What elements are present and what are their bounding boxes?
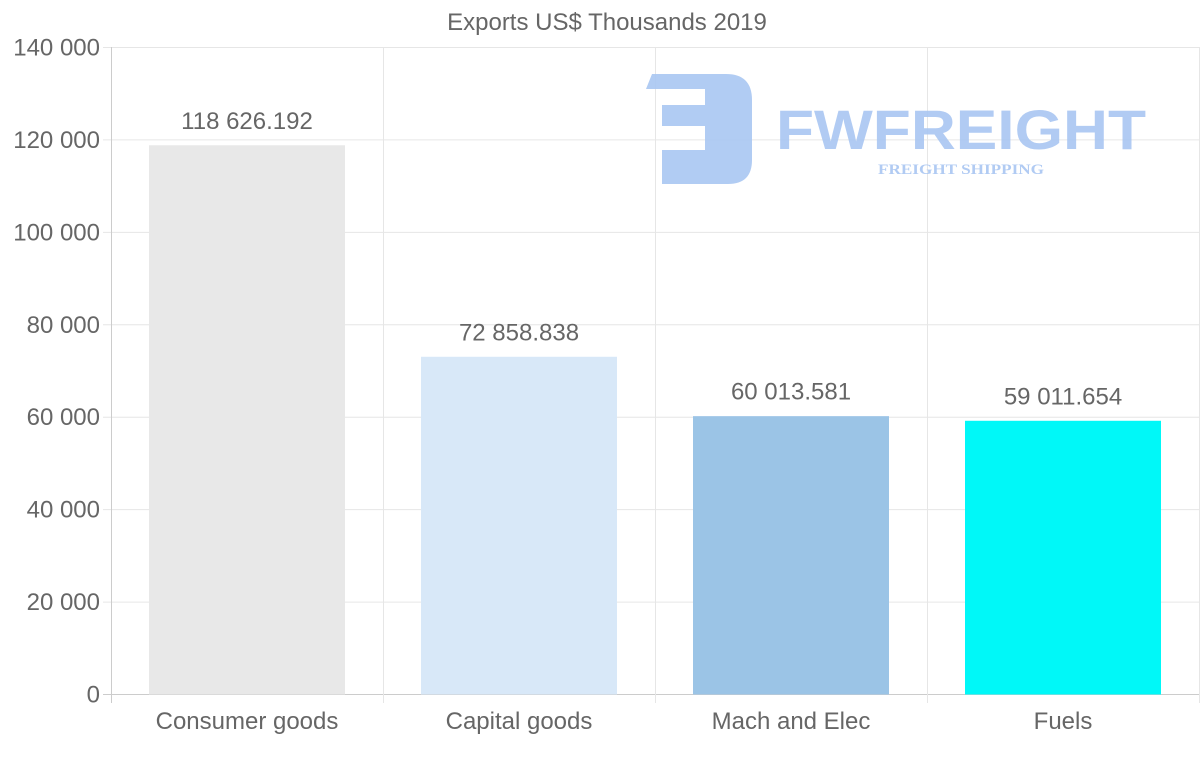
- x-tick-label: Mach and Elec: [712, 708, 871, 735]
- labels: 0 20 000 40 000 60 000 80 000 100 000 120 000 1…: [13, 35, 1122, 736]
- y-tick-label: 60 000: [27, 404, 100, 431]
- data-label: 59 011.654: [1004, 383, 1122, 410]
- y-tick-label: 140 000: [13, 35, 100, 62]
- watermark-brand: FWFREIGHT: [776, 98, 1146, 161]
- y-tick-label: 40 000: [27, 497, 100, 524]
- x-tick-label: Capital goods: [446, 708, 593, 735]
- fwfreight-logo-watermark: FWFREIGHT FREIGHT SHIPPING: [646, 74, 1146, 184]
- bar-capital-goods: [421, 356, 617, 695]
- y-tick-label: 120 000: [13, 127, 100, 154]
- data-label: 60 013.581: [731, 379, 851, 406]
- chart-title: Exports US$ Thousands 2019: [447, 9, 767, 36]
- bars: [149, 145, 1161, 695]
- y-tick-label: 100 000: [13, 219, 100, 246]
- y-tick-label: 0: [87, 682, 100, 709]
- x-tick-label: Consumer goods: [156, 708, 339, 735]
- bar-consumer-goods: [149, 145, 345, 695]
- logo-mark-icon: [646, 74, 752, 184]
- y-tick-label: 20 000: [27, 589, 100, 616]
- watermark-tagline: FREIGHT SHIPPING: [878, 162, 1044, 178]
- y-tick-label: 80 000: [27, 312, 100, 339]
- bar-mach-and-elec: [693, 416, 889, 695]
- x-tick-label: Fuels: [1034, 708, 1093, 735]
- data-label: 72 858.838: [459, 319, 579, 346]
- bar-fuels: [965, 420, 1161, 695]
- data-label: 118 626.192: [181, 108, 313, 135]
